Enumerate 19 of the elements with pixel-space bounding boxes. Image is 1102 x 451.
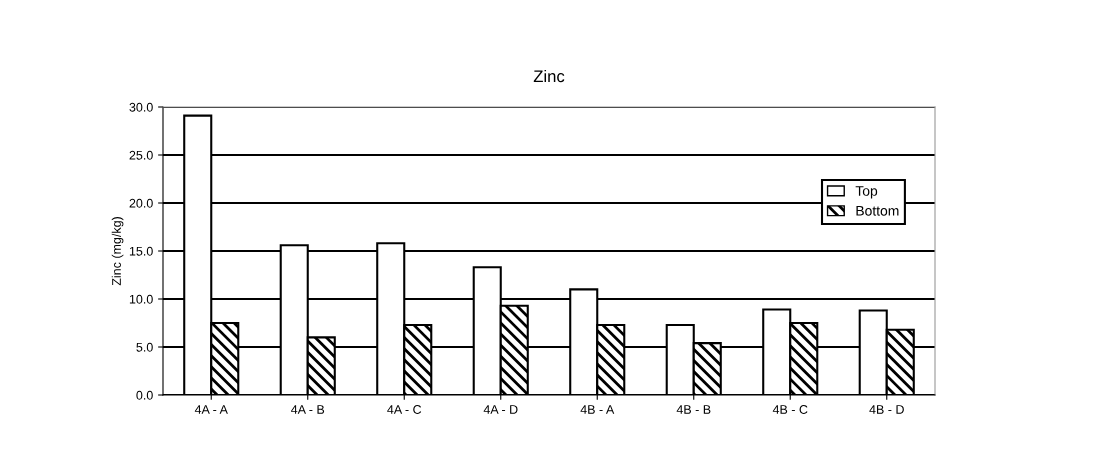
y-tick-label: 10.0 xyxy=(129,294,153,304)
y-tick-label: 15.0 xyxy=(129,246,153,256)
chart-title: Zinc xyxy=(533,69,565,83)
y-tick-label: 0.0 xyxy=(136,390,153,400)
x-tick-label: 4A - B xyxy=(291,405,325,414)
x-tick-label: 4B - A xyxy=(580,405,615,414)
x-tick-label: 4B - D xyxy=(869,405,904,414)
x-tick-label: 4B - C xyxy=(772,405,808,414)
x-tick-label: 4A - A xyxy=(194,405,228,414)
y-axis-title: Zinc (mg/kg) xyxy=(111,217,124,286)
x-tick-label: 4A - C xyxy=(387,405,422,414)
legend-label: Bottom xyxy=(856,206,899,216)
y-tick-label: 5.0 xyxy=(136,342,153,352)
legend-label: Top xyxy=(855,186,878,199)
x-tick-label: 4B - B xyxy=(676,405,711,414)
x-tick-label: 4A - D xyxy=(483,405,518,414)
y-tick-label: 25.0 xyxy=(129,150,153,160)
y-tick-label: 20.0 xyxy=(129,198,153,208)
y-tick-label: 30.0 xyxy=(129,102,153,112)
